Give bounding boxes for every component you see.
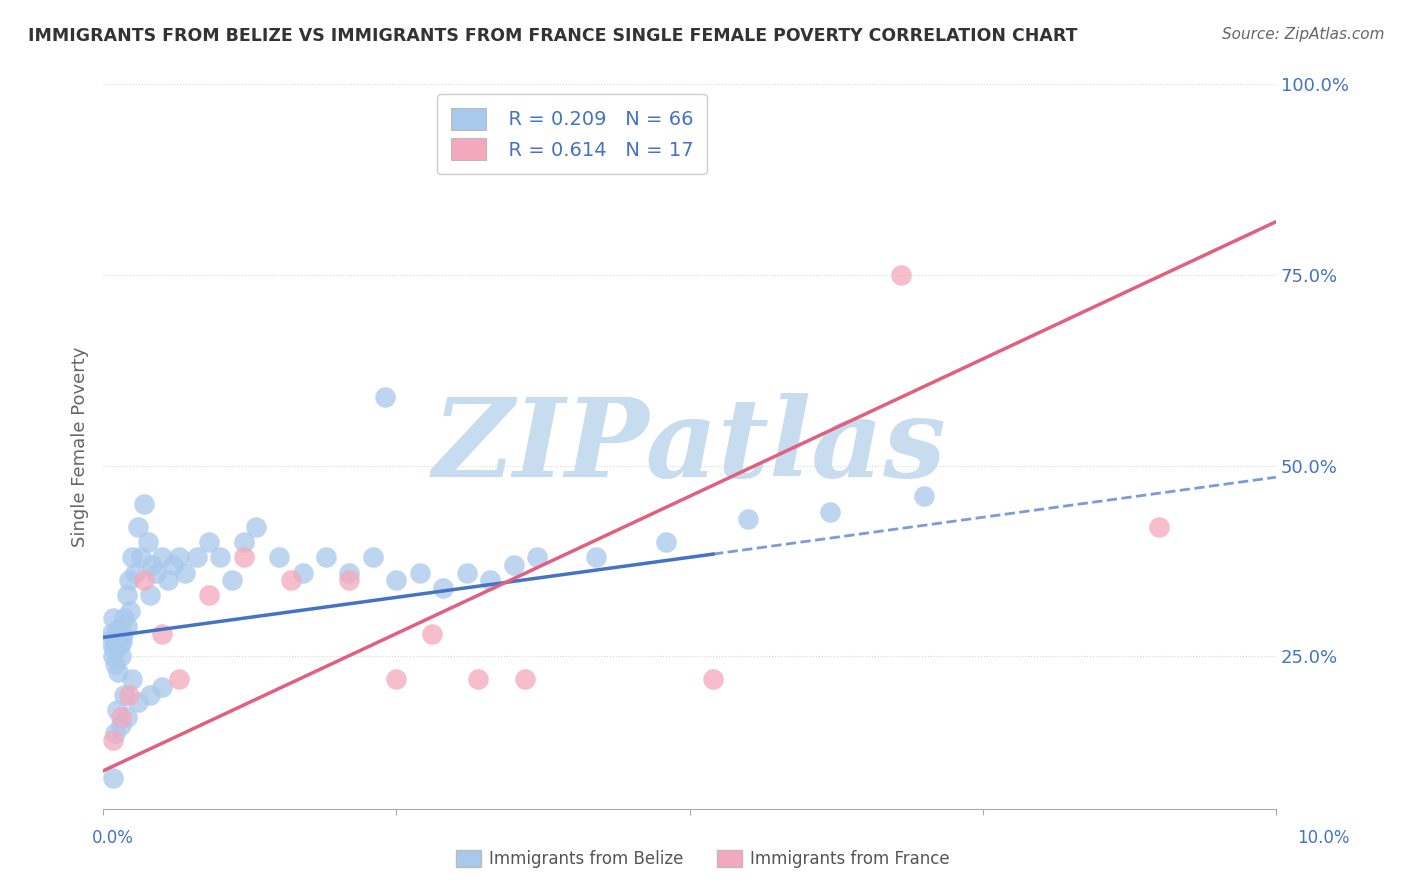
Point: [221, 573, 243, 587]
Legend: Immigrants from Belize, Immigrants from France: Immigrants from Belize, Immigrants from …: [450, 843, 956, 875]
Point: [339, 566, 361, 580]
Point: [101, 733, 124, 747]
Point: [118, 573, 141, 587]
Point: [145, 566, 167, 580]
Point: [315, 550, 337, 565]
Point: [169, 550, 191, 565]
Point: [98, 634, 121, 648]
Point: [585, 550, 607, 565]
Point: [110, 718, 132, 732]
Point: [100, 626, 122, 640]
Point: [115, 589, 138, 603]
Point: [174, 566, 197, 580]
Point: [162, 558, 184, 572]
Point: [702, 673, 724, 687]
Point: [134, 573, 156, 587]
Point: [374, 390, 396, 404]
Point: [169, 673, 191, 687]
Point: [409, 566, 432, 580]
Point: [120, 604, 142, 618]
Point: [467, 673, 489, 687]
Point: [104, 725, 127, 739]
Point: [1147, 520, 1170, 534]
Point: [150, 626, 173, 640]
Point: [456, 566, 478, 580]
Point: [432, 581, 454, 595]
Point: [101, 772, 124, 786]
Point: [515, 673, 537, 687]
Point: [209, 550, 232, 565]
Point: [737, 512, 759, 526]
Point: [291, 566, 314, 580]
Point: [820, 504, 842, 518]
Point: [156, 573, 179, 587]
Point: [110, 710, 132, 724]
Legend:   R = 0.209   N = 66,   R = 0.614   N = 17: R = 0.209 N = 66, R = 0.614 N = 17: [437, 95, 707, 174]
Point: [111, 634, 134, 648]
Point: [112, 626, 135, 640]
Point: [267, 550, 290, 565]
Point: [104, 657, 127, 671]
Point: [112, 688, 135, 702]
Point: [361, 550, 384, 565]
Point: [112, 611, 135, 625]
Point: [385, 573, 408, 587]
Point: [134, 497, 156, 511]
Point: [232, 550, 254, 565]
Point: [150, 680, 173, 694]
Point: [280, 573, 302, 587]
Point: [105, 703, 128, 717]
Point: [101, 649, 124, 664]
Point: [655, 535, 678, 549]
Text: IMMIGRANTS FROM BELIZE VS IMMIGRANTS FROM FRANCE SINGLE FEMALE POVERTY CORRELATI: IMMIGRANTS FROM BELIZE VS IMMIGRANTS FRO…: [28, 27, 1077, 45]
Point: [127, 695, 149, 709]
Text: 10.0%: 10.0%: [1298, 829, 1350, 847]
Point: [890, 268, 912, 282]
Point: [139, 688, 162, 702]
Text: 0.0%: 0.0%: [91, 829, 134, 847]
Point: [115, 710, 138, 724]
Point: [232, 535, 254, 549]
Point: [104, 634, 127, 648]
Text: Source: ZipAtlas.com: Source: ZipAtlas.com: [1222, 27, 1385, 42]
Point: [129, 550, 152, 565]
Point: [105, 623, 128, 637]
Point: [110, 649, 132, 664]
Point: [121, 550, 143, 565]
Point: [197, 589, 219, 603]
Point: [103, 641, 125, 656]
Point: [339, 573, 361, 587]
Point: [420, 626, 443, 640]
Point: [107, 665, 129, 679]
Point: [127, 520, 149, 534]
Point: [141, 558, 163, 572]
Point: [118, 688, 141, 702]
Point: [139, 589, 162, 603]
Point: [385, 673, 408, 687]
Point: [197, 535, 219, 549]
Point: [136, 535, 159, 549]
Point: [108, 638, 131, 652]
Point: [479, 573, 502, 587]
Y-axis label: Single Female Poverty: Single Female Poverty: [72, 346, 89, 547]
Point: [115, 619, 138, 633]
Point: [526, 550, 548, 565]
Point: [186, 550, 208, 565]
Point: [150, 550, 173, 565]
Point: [101, 611, 124, 625]
Point: [912, 489, 935, 503]
Text: ZIPatlas: ZIPatlas: [433, 393, 946, 500]
Point: [124, 566, 146, 580]
Point: [502, 558, 524, 572]
Point: [121, 673, 143, 687]
Point: [245, 520, 267, 534]
